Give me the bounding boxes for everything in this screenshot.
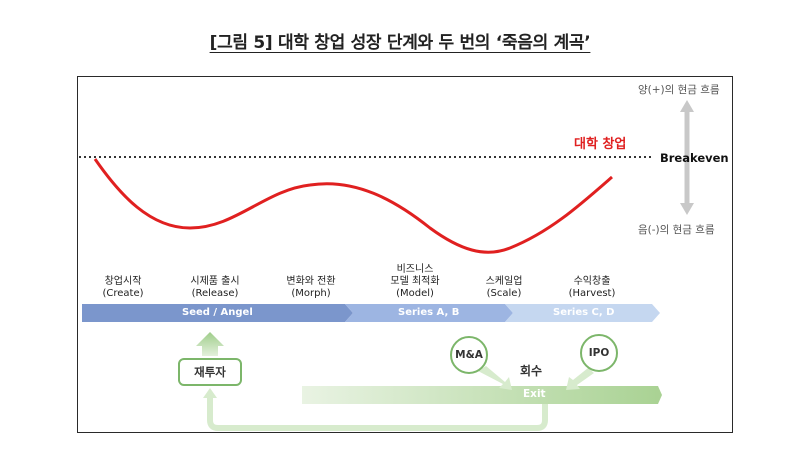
- stage-model: 비즈니스 모델 최적화 (Model): [380, 264, 450, 300]
- stage-morph-en: (Morph): [291, 288, 331, 299]
- exit-label: Exit: [523, 388, 546, 400]
- band-series-cd-label: Series C, D: [553, 307, 615, 318]
- figure-title: [그림 5] 대학 창업 성장 단계와 두 번의 ‘죽음의 계곡’: [209, 33, 591, 53]
- curve-label: 대학 창업: [574, 137, 627, 152]
- band-series-ab-label: Series A, B: [398, 307, 460, 318]
- stage-create-ko: 창업시작: [104, 276, 142, 287]
- stage-scale: 스케일업 (Scale): [474, 276, 534, 300]
- figure-frame: [77, 76, 733, 433]
- funding-band: [82, 304, 660, 322]
- reinvest-box: 재투자: [178, 358, 242, 386]
- stage-model-ko1: 비즈니스: [396, 264, 434, 275]
- exit-bar: [302, 386, 662, 404]
- stage-create-en: (Create): [102, 288, 144, 299]
- stage-harvest-en: (Harvest): [568, 288, 616, 299]
- recover-label: 회수: [520, 364, 543, 378]
- band-seed: [82, 304, 353, 322]
- stage-scale-en: (Scale): [486, 288, 522, 299]
- stage-release-en: (Release): [191, 288, 239, 299]
- band-series-ab: [345, 304, 513, 322]
- cashflow-arrow: [680, 100, 694, 215]
- reinvest-up-arrow: [196, 332, 224, 356]
- reinvest-loop-arrow: [207, 396, 548, 431]
- stage-model-en: (Model): [396, 288, 434, 299]
- band-series-cd: [505, 304, 660, 322]
- positive-cashflow-label: 양(+)의 현금 흐름: [638, 84, 720, 96]
- stage-model-ko: 모델 최적화: [390, 276, 440, 287]
- negative-cashflow-label: 음(-)의 현금 흐름: [638, 224, 715, 236]
- stage-harvest: 수익창출 (Harvest): [560, 276, 624, 300]
- band-seed-label: Seed / Angel: [182, 307, 253, 318]
- stage-harvest-ko: 수익창출: [573, 276, 611, 287]
- stage-morph-ko: 변화와 전환: [286, 276, 336, 287]
- ma-arrow: [478, 366, 512, 390]
- ipo-arrow: [566, 368, 594, 390]
- ma-circle: M&A: [450, 336, 488, 374]
- ipo-circle: IPO: [580, 334, 618, 372]
- growth-curve: [93, 158, 613, 254]
- stage-create: 창업시작 (Create): [95, 276, 151, 300]
- breakeven-label: Breakeven: [660, 151, 729, 165]
- stage-release-ko: 시제품 출시: [190, 276, 240, 287]
- stage-release: 시제품 출시 (Release): [180, 276, 250, 300]
- stage-morph: 변화와 전환 (Morph): [276, 276, 346, 300]
- loop-arrow-head: [203, 388, 217, 398]
- stage-scale-ko: 스케일업: [485, 276, 523, 287]
